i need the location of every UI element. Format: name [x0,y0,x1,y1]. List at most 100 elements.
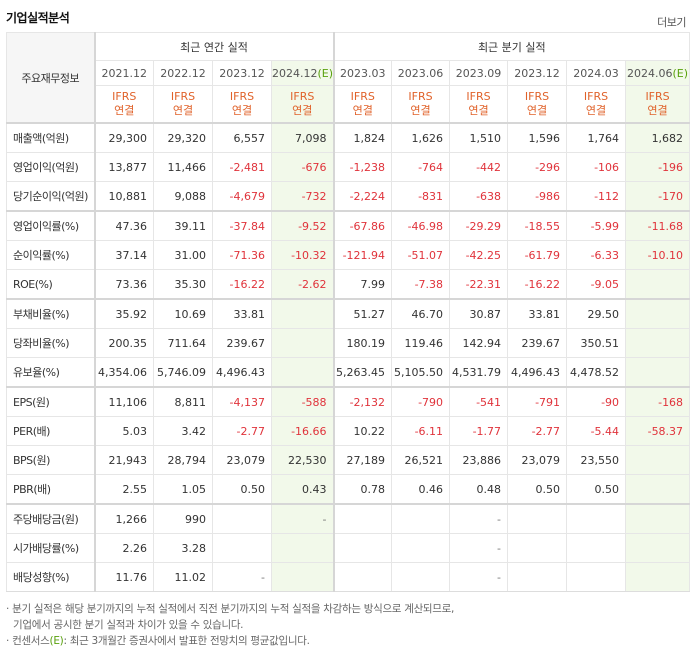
ifrs-label: IFRS 연결 [391,85,451,124]
table-cell: 29.50 [566,298,627,329]
annual-group-header: 최근 연간 실적 [93,32,335,61]
table-cell: 1,764 [566,122,627,153]
table-row: 부채비율(%) 35.92 10.69 33.81 51.27 46.70 30.87 33.… [6,298,691,329]
table-cell [270,328,335,358]
table-cell: - [212,562,272,592]
table-cell: 8,811 [153,386,213,417]
table-cell: 11,106 [93,386,154,417]
table-cell: -16.66 [270,416,335,446]
table-cell [625,445,691,475]
footnote-2: · 컨센서스(E): 최근 3개월간 증권사에서 발표한 전망치의 평균값입니다… [6,635,310,647]
table-cell: -5.44 [566,416,627,446]
table-cell [270,357,335,388]
table-cell: 4,478.52 [566,357,627,388]
table-cell [212,503,272,534]
table-cell: 33.81 [212,298,272,329]
table-cell: -831 [391,181,451,212]
table-cell: 5,746.09 [153,357,213,388]
table-cell: 4,531.79 [449,357,509,388]
table-cell: -46.98 [391,210,451,241]
period-header: 2023.12 [507,60,568,86]
table-cell: -4,679 [212,181,272,212]
row-label: 배당성향(%) [6,562,95,592]
period-header: 2024.12(E) [270,60,335,86]
row-label: 영업이익률(%) [6,210,95,241]
row-label: ROE(%) [6,269,95,300]
table-cell: 10,881 [93,181,154,212]
table-cell [391,503,451,534]
table-cell: -196 [625,152,691,182]
table-cell: 10.22 [332,416,393,446]
table-cell: -170 [625,181,691,212]
table-cell: 239.67 [212,328,272,358]
table-cell: 1,510 [449,122,509,153]
ifrs-label: IFRS 연결 [449,85,509,124]
table-cell: 73.36 [93,269,154,300]
table-cell: 11.76 [93,562,154,592]
table-cell: 711.64 [153,328,213,358]
table-cell: 46.70 [391,298,451,329]
table-row: 순이익률(%) 37.14 31.00 -71.36 -10.32 -121.94 -51.… [6,240,691,270]
ifrs-label: IFRS 연결 [153,85,213,124]
table-cell [625,562,691,592]
financial-table: 주요재무정보 최근 연간 실적 최근 분기 실적 2021.12 2022.12 2… [6,32,691,592]
period-header: 2024.06(E) [625,60,691,86]
table-cell: 0.48 [449,474,509,505]
table-cell [270,533,335,563]
group-header-row: 주요재무정보 최근 연간 실적 최근 분기 실적 [6,32,691,124]
row-label: 순이익률(%) [6,240,95,270]
table-cell: -296 [507,152,568,182]
period-header: 2021.12 [93,60,154,86]
estimate-marker: (E) [672,66,689,80]
row-label: EPS(원) [6,386,95,417]
table-cell [391,533,451,563]
table-cell: 2.55 [93,474,154,505]
table-cell: -22.31 [449,269,509,300]
period-header: 2022.12 [153,60,213,86]
table-cell: 9,088 [153,181,213,212]
table-cell: 1,824 [332,122,393,153]
ifrs-label: IFRS 연결 [566,85,627,124]
more-link[interactable]: 더보기 [657,16,686,29]
table-cell: -106 [566,152,627,182]
table-row: 매출액(억원) 29,300 29,320 6,557 7,098 1,824 1,626 1… [6,122,691,153]
table-cell: 4,354.06 [93,357,154,388]
ifrs-label: IFRS 연결 [507,85,568,124]
table-cell [566,533,627,563]
table-cell: 3.28 [153,533,213,563]
table-cell [391,562,451,592]
table-cell: -9.52 [270,210,335,241]
row-label: PER(배) [6,416,95,446]
table-row: EPS(원) 11,106 8,811 -4,137 -588 -2,132 -790 -54… [6,386,691,417]
section-title: 기업실적분석 [6,11,70,25]
table-cell [332,562,393,592]
table-row: 배당성향(%) 11.76 11.02- - [6,562,691,592]
table-cell: 21,943 [93,445,154,475]
table-cell: 22,530 [270,445,335,475]
period-header: 2023.03 [332,60,393,86]
table-cell: 26,521 [391,445,451,475]
row-label: 시가배당률(%) [6,533,95,563]
table-cell: 31.00 [153,240,213,270]
ifrs-header-row: IFRS 연결 IFRS 연결 IFRS 연결 IFRS 연결 IFRS 연결 IFRS 연결 IFRS… [7,85,691,124]
footnotes: · 분기 실적은 해당 분기까지의 누적 실적에서 직전 분기까지의 누적 실적… [6,601,454,649]
table-cell [625,328,691,358]
table-cell: -37.84 [212,210,272,241]
table-cell [625,269,691,300]
table-cell [212,533,272,563]
table-cell [507,562,568,592]
row-label: 매출액(억원) [6,122,95,153]
table-cell: 10.69 [153,298,213,329]
table-cell: 51.27 [332,298,393,329]
table-cell: -4,137 [212,386,272,417]
row-label: BPS(원) [6,445,95,475]
table-cell: 0.50 [566,474,627,505]
table-cell: -29.29 [449,210,509,241]
table-cell: - [449,533,509,563]
table-cell: -676 [270,152,335,182]
table-cell: -6.33 [566,240,627,270]
table-cell: -764 [391,152,451,182]
table-row: 주당배당금(원) 1,266 990 - - [6,503,691,534]
quarter-group-header: 최근 분기 실적 [332,32,691,61]
table-cell [625,357,691,388]
